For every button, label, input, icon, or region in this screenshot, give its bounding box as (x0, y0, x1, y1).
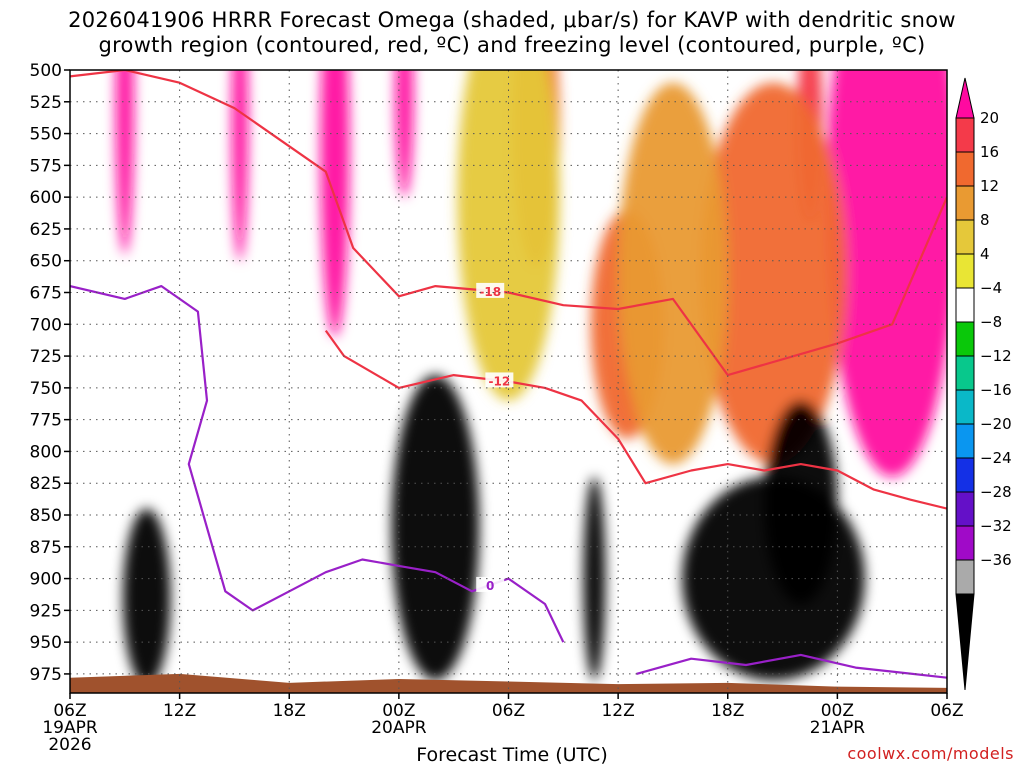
y-tick-label-850: 850 (30, 506, 62, 526)
colorbar-swatch-2 (955, 151, 975, 187)
x-date-label-3: 20APR (371, 718, 427, 738)
omega-region-4-0 (457, 70, 560, 401)
colorbar-swatch-8 (955, 355, 975, 391)
colorbar-swatch-3 (955, 185, 975, 221)
y-tick-label-625: 625 (30, 220, 62, 240)
colorbar-label-11: −28 (980, 483, 1012, 501)
x-tick-label-3: 00Z (382, 701, 415, 721)
x-tick-label-2: 18Z (273, 701, 306, 721)
omega-region-0-0 (115, 70, 134, 255)
dendritic-contour-1 (324, 329, 947, 510)
freezing-contour-label-0: 0 (486, 579, 494, 593)
y-tick-label-975: 975 (30, 665, 62, 685)
colorbar-swatch-12 (955, 491, 975, 527)
omega-region-0-4 (826, 70, 947, 477)
colorbar-swatch-9 (955, 389, 975, 425)
y-tick-label-500: 500 (30, 61, 62, 81)
dendritic-contour-label-1: -12 (489, 374, 511, 388)
colorbar-label-13: −36 (980, 551, 1012, 569)
x-tick-label-7: 00Z (821, 701, 854, 721)
omega-region-5-0 (122, 508, 171, 687)
colorbar-label-12: −32 (980, 517, 1012, 535)
colorbar-label-9: −20 (980, 415, 1012, 433)
omega-region-0-2 (320, 70, 350, 337)
colorbar-bottom-arrow (955, 593, 975, 691)
colorbar-label-5: −4 (980, 279, 1002, 297)
x-tick-label-4: 06Z (492, 701, 525, 721)
omega-region-3-0 (618, 82, 728, 465)
y-tick-label-925: 925 (30, 601, 62, 621)
x-date-label-7: 21APR (810, 718, 866, 738)
omega-region-5-1 (391, 375, 480, 681)
y-tick-label-950: 950 (30, 633, 62, 653)
colorbar-swatch-1 (955, 117, 975, 153)
colorbar-label-3: 8 (980, 211, 990, 229)
x-tick-label-0: 06Z (53, 701, 86, 721)
y-tick-label-675: 675 (30, 284, 62, 304)
dendritic-contour-label-0: -18 (479, 285, 501, 299)
omega-region-2-2 (700, 82, 847, 465)
colorbar-label-8: −16 (980, 381, 1012, 399)
y-tick-label-900: 900 (30, 570, 62, 590)
y-tick-label-775: 775 (30, 411, 62, 431)
colorbar-swatch-6 (955, 287, 975, 323)
y-tick-label-800: 800 (30, 442, 62, 462)
x-tick-label-6: 18Z (711, 701, 744, 721)
x-axis-title: Forecast Time (UTC) (416, 744, 608, 766)
colorbar-label-6: −8 (980, 313, 1002, 331)
plot-frame (69, 69, 948, 694)
x-tick-label-8: 06Z (930, 701, 963, 721)
y-tick-label-575: 575 (30, 156, 62, 176)
omega-region-0-3 (395, 70, 414, 198)
colorbar-swatch-7 (955, 321, 975, 357)
colorbar-label-1: 16 (980, 143, 999, 161)
y-tick-label-700: 700 (30, 315, 62, 335)
freezing-contour-label-bg-0 (476, 576, 505, 592)
colorbar-swatch-10 (955, 423, 975, 459)
y-tick-label-875: 875 (30, 538, 62, 558)
colorbar-top-arrow (955, 77, 975, 119)
x-date-label-0: 19APR (42, 718, 98, 738)
freezing-contour-1 (636, 653, 947, 679)
colorbar-label-7: −12 (980, 347, 1012, 365)
omega-region-5-2 (583, 476, 606, 681)
dendritic-contour-label-bg-0 (476, 282, 505, 298)
omega-region-5-4 (764, 400, 838, 604)
y-tick-label-750: 750 (30, 379, 62, 399)
colorbar: 20 16 12 8 4 −4 −8 −12 −16 −20 −24 −28 −32 −36 (955, 77, 1012, 691)
x-tick-label-1: 12Z (163, 701, 196, 721)
chart-title-line1: 2026041906 HRRR Forecast Omega (shaded, … (68, 8, 956, 32)
colorbar-swatch-14 (955, 559, 975, 595)
colorbar-label-0: 20 (980, 109, 999, 127)
colorbar-label-10: −24 (980, 449, 1012, 467)
y-tick-label-650: 650 (30, 252, 62, 272)
dendritic-contour-label-bg-1 (485, 372, 514, 388)
x-tick-label-5: 12Z (601, 701, 634, 721)
x-year-label-0: 2026 (48, 735, 91, 755)
colorbar-swatch-5 (955, 253, 975, 289)
chart-title-line2: growth region (contoured, red, ºC) and f… (98, 33, 926, 57)
y-tick-label-600: 600 (30, 188, 62, 208)
y-tick-label-825: 825 (30, 474, 62, 494)
colorbar-label-4: 4 (980, 245, 990, 263)
y-tick-label-550: 550 (30, 125, 62, 145)
colorbar-swatch-11 (955, 457, 975, 493)
dendritic-contour-0 (70, 70, 947, 377)
colorbar-swatch-13 (955, 525, 975, 561)
y-tick-label-525: 525 (30, 93, 62, 113)
colorbar-swatch-4 (955, 219, 975, 255)
source-credit[interactable]: coolwx.com/models (847, 744, 1014, 763)
y-tick-label-725: 725 (30, 347, 62, 367)
colorbar-label-2: 12 (980, 177, 999, 195)
